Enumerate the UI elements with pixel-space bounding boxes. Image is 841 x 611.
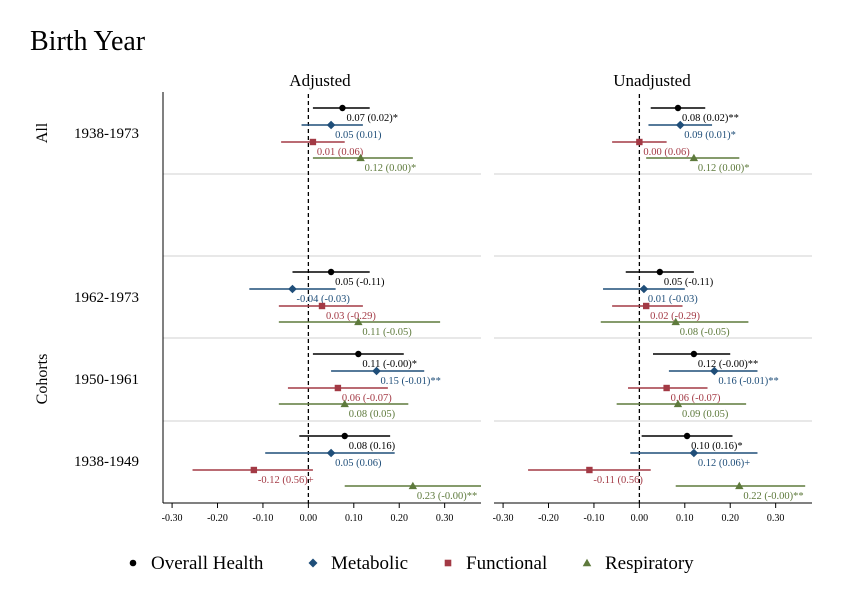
x-tick-label: 0.10 <box>676 513 694 524</box>
x-tick-label: 0.00 <box>300 513 318 524</box>
point-marker <box>408 481 418 490</box>
data-label: 0.12 (0.00)* <box>698 163 750 174</box>
x-tick-label: 0.00 <box>631 513 649 524</box>
data-label: 0.03 (-0.29) <box>326 311 376 322</box>
row-label: 1938-1949 <box>74 454 139 470</box>
point-marker <box>656 268 664 276</box>
point-marker <box>288 284 297 294</box>
data-label: 0.10 (0.16)* <box>691 441 743 452</box>
group-label: All <box>34 122 51 143</box>
panel-title: Unadjusted <box>613 71 691 90</box>
x-tick-label: -0.20 <box>207 513 228 524</box>
x-tick-label: 0.20 <box>721 513 739 524</box>
x-tick-label: -0.10 <box>253 513 274 524</box>
data-label: 0.09 (0.05) <box>682 409 729 420</box>
point-marker <box>642 302 650 310</box>
point-marker <box>339 104 346 112</box>
point-marker <box>689 153 699 162</box>
data-label: 0.06 (-0.07) <box>671 393 721 404</box>
row-label: 1962-1973 <box>74 290 139 306</box>
point-marker <box>250 466 258 474</box>
point-marker <box>710 366 719 376</box>
data-label: 0.02 (-0.29) <box>650 311 700 322</box>
data-label: 0.09 (0.01)* <box>684 130 736 141</box>
point-marker <box>318 302 326 310</box>
data-label: -0.12 (0.56)+ <box>258 475 314 486</box>
point-marker <box>689 448 699 458</box>
point-marker <box>309 138 317 146</box>
point-marker <box>334 384 342 392</box>
point-marker <box>354 317 363 326</box>
data-label: -0.04 (-0.03) <box>296 294 350 305</box>
data-label: 0.06 (-0.07) <box>342 393 392 404</box>
chart-title: Birth Year <box>30 26 146 57</box>
data-label: 0.23 (-0.00)** <box>417 491 477 502</box>
data-label: 0.15 (-0.01)** <box>381 376 441 387</box>
x-tick-label: 0.10 <box>345 513 363 524</box>
data-label: 0.05 (-0.11) <box>335 277 385 288</box>
row-label: 1950-1961 <box>74 372 139 388</box>
x-tick-label: 0.20 <box>390 513 408 524</box>
data-label: 0.05 (0.01) <box>335 130 382 141</box>
x-tick-label: -0.20 <box>538 513 559 524</box>
point-marker <box>671 317 680 326</box>
point-marker <box>639 284 649 294</box>
plot-area: All Cohorts 1938-1973 1962-1973 1950-1961 193… <box>34 71 812 524</box>
point-marker <box>735 481 744 490</box>
data-label: 0.01 (-0.03) <box>648 294 698 305</box>
point-marker <box>372 366 381 376</box>
point-marker <box>674 104 682 112</box>
point-marker <box>327 268 335 276</box>
x-tick-label: 0.30 <box>436 513 454 524</box>
legend-marker <box>444 559 452 567</box>
data-label: 0.00 (0.06) <box>643 147 690 158</box>
data-label: 0.11 (-0.05) <box>362 327 412 338</box>
point-marker <box>683 432 691 440</box>
point-marker <box>340 399 349 408</box>
group-label: Cohorts <box>34 354 51 405</box>
data-label: 0.07 (0.02)* <box>346 113 398 124</box>
legend-label: Functional <box>466 553 547 574</box>
point-marker <box>636 138 643 146</box>
point-marker <box>341 432 348 440</box>
data-label: 0.08 (-0.05) <box>680 327 730 338</box>
data-label: 0.08 (0.16) <box>349 441 396 452</box>
point-marker <box>586 466 593 474</box>
point-marker <box>326 448 336 458</box>
data-label: 0.05 (-0.11) <box>664 277 714 288</box>
legend-label: Overall Health <box>151 553 264 574</box>
point-marker <box>355 350 362 358</box>
panel-title: Adjusted <box>289 71 351 90</box>
x-tick-label: -0.10 <box>584 513 605 524</box>
legend: Overall Health Metabolic Functional Respira… <box>129 553 694 574</box>
data-label: 0.05 (0.06) <box>335 458 382 469</box>
data-label: 0.12 (-0.00)** <box>698 359 758 370</box>
data-label: -0.11 (0.56) <box>593 475 643 486</box>
legend-marker <box>308 558 318 568</box>
point-marker <box>326 120 336 130</box>
point-marker <box>675 120 685 130</box>
data-label: 0.16 (-0.01)** <box>718 376 778 387</box>
legend-marker <box>582 558 592 567</box>
point-marker <box>673 399 683 408</box>
data-label: 0.01 (0.06) <box>317 147 364 158</box>
legend-label: Respiratory <box>605 553 694 574</box>
legend-marker <box>129 559 137 567</box>
data-label: 0.22 (-0.00)** <box>743 491 803 502</box>
data-label: 0.11 (-0.00)* <box>362 359 417 370</box>
x-tick-label: -0.30 <box>493 513 514 524</box>
point-marker <box>663 384 670 392</box>
point-marker <box>356 153 365 162</box>
x-tick-label: -0.30 <box>162 513 183 524</box>
point-marker <box>690 350 698 358</box>
row-label: 1938-1973 <box>74 126 139 142</box>
x-tick-label: 0.30 <box>767 513 785 524</box>
data-label: 0.12 (0.06)+ <box>698 458 750 469</box>
data-label: 0.08 (0.05) <box>349 409 396 420</box>
legend-label: Metabolic <box>331 553 408 574</box>
data-label: 0.12 (0.00)* <box>365 163 417 174</box>
data-label: 0.08 (0.02)** <box>682 113 739 124</box>
